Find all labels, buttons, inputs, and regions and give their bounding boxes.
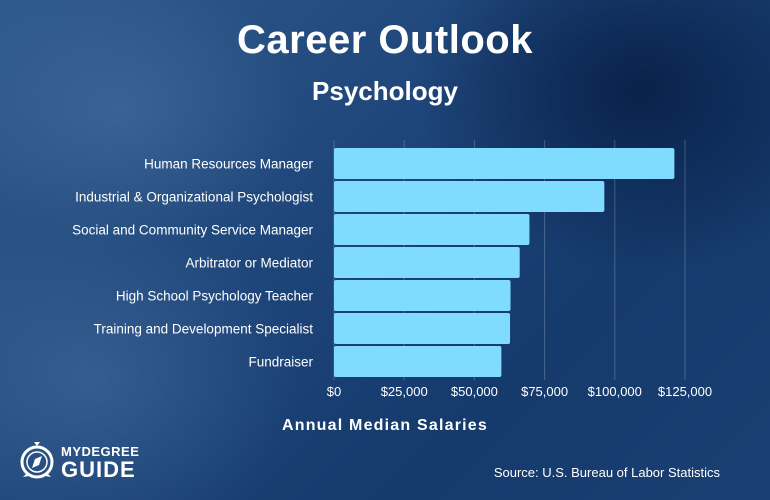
bars (334, 148, 675, 377)
x-axis-label: Annual Median Salaries (281, 417, 488, 434)
bar-4 (334, 280, 511, 311)
category-labels: Human Resources Manager Industrial & Orga… (72, 157, 313, 370)
category-label-4: High School Psychology Teacher (116, 289, 314, 304)
x-tick-labels: $0 $25,000 $50,000 $75,000 $100,000 $125,000 (327, 384, 712, 399)
category-label-3: Arbitrator or Mediator (185, 256, 313, 271)
compass-icon (20, 442, 54, 479)
source-note: Source: U.S. Bureau of Labor Statistics (493, 465, 720, 480)
x-tick-label-4: $100,000 (588, 384, 642, 399)
category-label-0: Human Resources Manager (144, 157, 313, 172)
x-tick-label-5: $125,000 (658, 384, 712, 399)
category-label-6: Fundraiser (248, 355, 313, 370)
chart-title: Career Outlook (237, 18, 533, 62)
x-tick-label-1: $25,000 (381, 384, 428, 399)
bar-chart: Human Resources Manager Industrial & Orga… (72, 148, 712, 399)
category-label-5: Training and Development Specialist (94, 322, 314, 337)
logo-text-top: MYDEGREE (61, 444, 140, 459)
chart-subtitle: Psychology (312, 76, 458, 106)
x-tick-label-3: $75,000 (521, 384, 568, 399)
bar-3 (334, 247, 520, 278)
logo-text-bottom: GUIDE (61, 457, 136, 482)
category-label-2: Social and Community Service Manager (72, 223, 313, 238)
bar-5 (334, 313, 511, 344)
bar-1 (334, 181, 605, 212)
category-label-1: Industrial & Organizational Psychologist (75, 190, 313, 205)
bar-6 (334, 346, 502, 377)
x-tick-label-2: $50,000 (451, 384, 498, 399)
x-tick-label-0: $0 (327, 384, 341, 399)
bar-2 (334, 214, 530, 245)
bar-0 (334, 148, 675, 179)
mydegreeguide-logo: MYDEGREE GUIDE (18, 441, 148, 485)
